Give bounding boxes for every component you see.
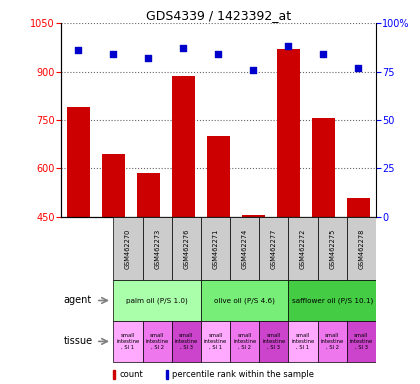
Bar — [289, 217, 318, 280]
Bar — [67, 107, 90, 217]
Text: count: count — [120, 370, 143, 379]
Bar — [142, 321, 172, 362]
Point — [145, 55, 152, 61]
Bar — [137, 173, 160, 217]
Bar — [201, 280, 289, 321]
Point — [355, 65, 362, 71]
Text: small
intestine
, SI 3: small intestine , SI 3 — [175, 333, 198, 350]
Bar — [172, 76, 195, 217]
Text: olive oil (P/S 4.6): olive oil (P/S 4.6) — [214, 297, 275, 304]
Text: small
intestine
, SI 2: small intestine , SI 2 — [320, 333, 344, 350]
Text: GSM462273: GSM462273 — [154, 228, 160, 269]
Point — [285, 43, 292, 50]
Point — [250, 66, 257, 73]
Bar — [113, 321, 142, 362]
Text: small
intestine
, SI 1: small intestine , SI 1 — [204, 333, 227, 350]
Text: GSM462276: GSM462276 — [183, 228, 189, 269]
Bar — [347, 198, 370, 217]
Bar — [172, 321, 201, 362]
Bar — [172, 217, 201, 280]
Point — [110, 51, 117, 57]
Text: small
intestine
, SI 2: small intestine , SI 2 — [233, 333, 256, 350]
Bar — [289, 321, 318, 362]
Bar — [318, 321, 347, 362]
Text: GSM462278: GSM462278 — [358, 228, 364, 269]
Title: GDS4339 / 1423392_at: GDS4339 / 1423392_at — [146, 9, 291, 22]
Text: percentile rank within the sample: percentile rank within the sample — [172, 370, 314, 379]
Text: tissue: tissue — [64, 336, 93, 346]
Point — [180, 45, 187, 51]
Text: small
intestine
, SI 3: small intestine , SI 3 — [350, 333, 373, 350]
Bar — [201, 321, 230, 362]
Bar — [207, 136, 230, 217]
Text: small
intestine
, SI 1: small intestine , SI 1 — [116, 333, 139, 350]
Bar — [259, 321, 289, 362]
Bar — [259, 217, 289, 280]
Bar — [201, 217, 230, 280]
Text: palm oil (P/S 1.0): palm oil (P/S 1.0) — [126, 297, 188, 304]
Bar — [166, 370, 168, 379]
Bar — [242, 215, 265, 217]
Point — [75, 47, 82, 53]
Bar — [230, 217, 259, 280]
Bar — [142, 217, 172, 280]
Point — [215, 51, 222, 57]
Text: agent: agent — [64, 295, 92, 306]
Bar — [289, 280, 376, 321]
Text: small
intestine
, SI 2: small intestine , SI 2 — [145, 333, 169, 350]
Text: GSM462274: GSM462274 — [241, 228, 248, 269]
Bar — [113, 217, 142, 280]
Text: small
intestine
, SI 1: small intestine , SI 1 — [291, 333, 315, 350]
Bar — [347, 217, 376, 280]
Text: GSM462272: GSM462272 — [300, 228, 306, 269]
Bar — [113, 370, 115, 379]
Bar — [277, 49, 300, 217]
Text: safflower oil (P/S 10.1): safflower oil (P/S 10.1) — [291, 297, 373, 304]
Text: GSM462270: GSM462270 — [125, 228, 131, 269]
Point — [320, 51, 327, 57]
Bar — [312, 118, 335, 217]
Bar — [113, 280, 201, 321]
Text: GSM462271: GSM462271 — [213, 228, 218, 269]
Text: GSM462275: GSM462275 — [329, 228, 335, 269]
Bar — [102, 154, 125, 217]
Text: GSM462277: GSM462277 — [271, 228, 277, 269]
Text: small
intestine
, SI 3: small intestine , SI 3 — [262, 333, 286, 350]
Bar — [347, 321, 376, 362]
Bar — [318, 217, 347, 280]
Bar — [230, 321, 259, 362]
